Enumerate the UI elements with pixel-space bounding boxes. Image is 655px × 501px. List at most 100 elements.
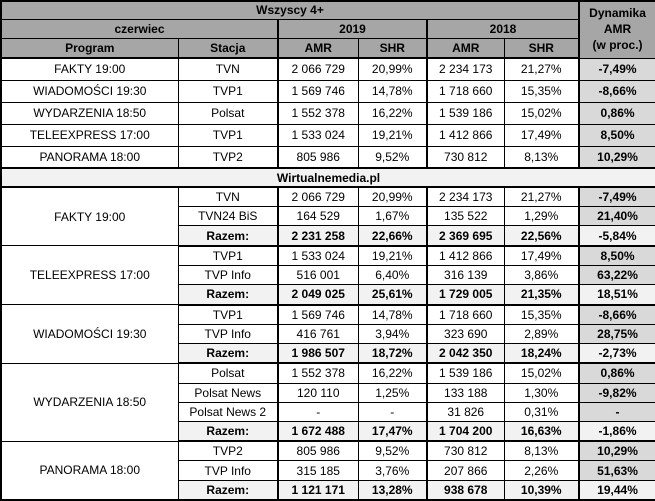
amr-2018-cell: 1 539 186 xyxy=(426,362,505,384)
program-column-header: Program xyxy=(0,37,179,59)
total-label-cell: Razem: xyxy=(177,420,279,443)
total-label-cell: Razem: xyxy=(177,342,279,365)
dynamics-cell: -5,84% xyxy=(578,225,655,247)
amr-2018-cell: 31 826 xyxy=(426,401,505,422)
station-cell: TVP Info xyxy=(177,265,279,286)
dynamics-cell: - xyxy=(578,401,655,422)
dynamics-cell: 19,44% xyxy=(578,479,655,501)
group-row: FAKTY 19:00 TVN 2 066 729 20,99% 2 234 1… xyxy=(0,186,655,247)
shr-2019-cell: 9,52% xyxy=(357,440,428,462)
shr-2018-cell: 8,13% xyxy=(503,145,580,169)
amr-2018-cell: 2 042 350 xyxy=(426,342,505,365)
shr-2019-cell: 3,76% xyxy=(357,460,428,481)
group-row: TVP Info 516 001 6,40% 316 139 3,86% 63,… xyxy=(1,265,655,286)
shr-2019-cell: 1,25% xyxy=(357,382,428,403)
amr-2018-cell: 135 522 xyxy=(426,206,505,227)
station-cell: TVP Info xyxy=(177,460,279,481)
amr-2018-cell: 1 412 866 xyxy=(426,123,505,147)
summary-row: WYDARZENIA 18:50 Polsat 1 552 378 16,22%… xyxy=(0,101,655,125)
amr-2019-cell: 805 986 xyxy=(277,440,359,462)
shr-2019-cell: - xyxy=(357,401,428,422)
program-cell: TELEEXPRESS 17:00 xyxy=(0,123,179,147)
shr-2019-cell: 19,21% xyxy=(357,123,428,147)
station-cell: TVP1 xyxy=(177,245,279,267)
group-row: TELEEXPRESS 17:00 TVP1 1 533 024 19,21% … xyxy=(0,245,655,305)
dynamics-cell: -7,49% xyxy=(578,186,655,208)
shr-2019-cell: 14,78% xyxy=(357,79,428,103)
amr-2019-cell: 120 110 xyxy=(277,382,359,403)
dynamics-cell: -7,49% xyxy=(578,57,655,81)
amr-2018-cell: 323 690 xyxy=(426,323,505,344)
dynamics-column-header: Dynamika AMR (w proc.) xyxy=(578,0,655,59)
program-cell: WYDARZENIA 18:50 xyxy=(0,101,179,125)
summary-row: TELEEXPRESS 17:00 TVP1 1 533 024 19,21% … xyxy=(0,123,655,147)
shr-2018-cell: 1,29% xyxy=(503,206,580,227)
total-row: Razem: 1 986 507 18,72% 2 042 350 18,24%… xyxy=(1,342,655,365)
total-row: Razem: 2 231 258 22,66% 2 369 695 22,56%… xyxy=(1,225,655,247)
station-cell: TVP1 xyxy=(177,79,279,103)
program-cell: PANORAMA 18:00 xyxy=(0,145,179,169)
shr-2018-cell: 0,31% xyxy=(503,401,580,422)
group-row: WIADOMOŚCI 19:30 TVP1 1 569 746 14,78% 1… xyxy=(0,304,655,364)
amr-2019-cell: 315 185 xyxy=(277,460,359,481)
program-group-cell: WIADOMOŚCI 19:30 xyxy=(0,304,179,364)
amr-2019-column-header: AMR xyxy=(277,37,359,59)
shr-2018-cell: 21,27% xyxy=(503,57,580,81)
total-label-cell: Razem: xyxy=(177,479,279,501)
shr-2018-cell: 15,02% xyxy=(503,362,580,384)
year-2019-header: 2019 xyxy=(277,18,428,39)
dynamics-cell: 18,51% xyxy=(578,284,655,306)
amr-2019-cell: 2 066 729 xyxy=(277,57,359,81)
shr-2019-cell: 20,99% xyxy=(357,186,428,208)
station-cell: TVN24 BiS xyxy=(177,206,279,227)
dynamics-cell: 8,50% xyxy=(578,245,655,267)
group-row: PANORAMA 18:00 TVP2 805 986 9,52% 730 81… xyxy=(0,440,655,501)
total-label-cell: Razem: xyxy=(177,225,279,247)
amr-2019-cell: 164 529 xyxy=(277,206,359,227)
amr-2018-cell: 2 234 173 xyxy=(426,186,505,208)
amr-2019-cell: 516 001 xyxy=(277,265,359,286)
amr-2019-cell: 1 986 507 xyxy=(277,342,359,365)
shr-2018-cell: 1,30% xyxy=(503,382,580,403)
group-row: TVP Info 416 761 3,94% 323 690 2,89% 28,… xyxy=(1,323,655,344)
amr-2018-cell: 2 369 695 xyxy=(426,225,505,247)
amr-2018-cell: 1 718 660 xyxy=(426,79,505,103)
station-cell: TVN xyxy=(177,186,279,208)
total-row: Razem: 1 121 171 13,28% 938 678 10,39% 1… xyxy=(1,479,655,501)
dynamics-cell: 21,40% xyxy=(578,206,655,227)
program-group-cell: FAKTY 19:00 xyxy=(0,186,179,247)
shr-2018-cell: 21,35% xyxy=(503,284,580,306)
shr-2019-cell: 14,78% xyxy=(357,304,428,325)
station-cell: Polsat News xyxy=(177,382,279,403)
amr-2019-cell: 1 533 024 xyxy=(277,245,359,267)
station-column-header: Stacja xyxy=(177,37,279,59)
shr-2018-cell: 18,24% xyxy=(503,342,580,365)
shr-2018-cell: 17,49% xyxy=(503,245,580,267)
shr-2019-cell: 18,72% xyxy=(357,342,428,365)
shr-2019-cell: 1,67% xyxy=(357,206,428,227)
shr-2019-cell: 16,22% xyxy=(357,362,428,384)
dynamics-cell: -8,66% xyxy=(578,304,655,325)
summary-row: WIADOMOŚCI 19:30 TVP1 1 569 746 14,78% 1… xyxy=(0,79,655,103)
amr-2019-cell: 805 986 xyxy=(277,145,359,169)
amr-2019-cell: 416 761 xyxy=(277,323,359,344)
group-row: TVN24 BiS 164 529 1,67% 135 522 1,29% 21… xyxy=(1,206,655,227)
dynamics-cell: 63,22% xyxy=(578,265,655,286)
shr-2018-cell: 2,89% xyxy=(503,323,580,344)
year-2018-header: 2018 xyxy=(425,18,580,39)
amr-2018-cell: 316 139 xyxy=(426,265,505,286)
group-row: Polsat News 2 - - 31 826 0,31% - xyxy=(1,401,655,422)
total-label-cell: Razem: xyxy=(177,284,279,306)
shr-2019-cell: 17,47% xyxy=(357,420,428,443)
shr-2019-cell: 13,28% xyxy=(357,479,428,501)
dynamics-cell: -2,73% xyxy=(578,342,655,365)
total-row: Razem: 1 672 488 17,47% 1 704 200 16,63%… xyxy=(1,420,655,443)
amr-2018-cell: 1 704 200 xyxy=(426,420,505,443)
month-header: czerwiec xyxy=(0,18,279,39)
station-cell: TVP Info xyxy=(177,323,279,344)
program-cell: FAKTY 19:00 xyxy=(0,57,179,81)
amr-2019-cell: 1 121 171 xyxy=(277,479,359,501)
amr-2018-cell: 207 866 xyxy=(426,460,505,481)
shr-2019-cell: 16,22% xyxy=(357,101,428,125)
shr-2018-cell: 15,02% xyxy=(503,101,580,125)
